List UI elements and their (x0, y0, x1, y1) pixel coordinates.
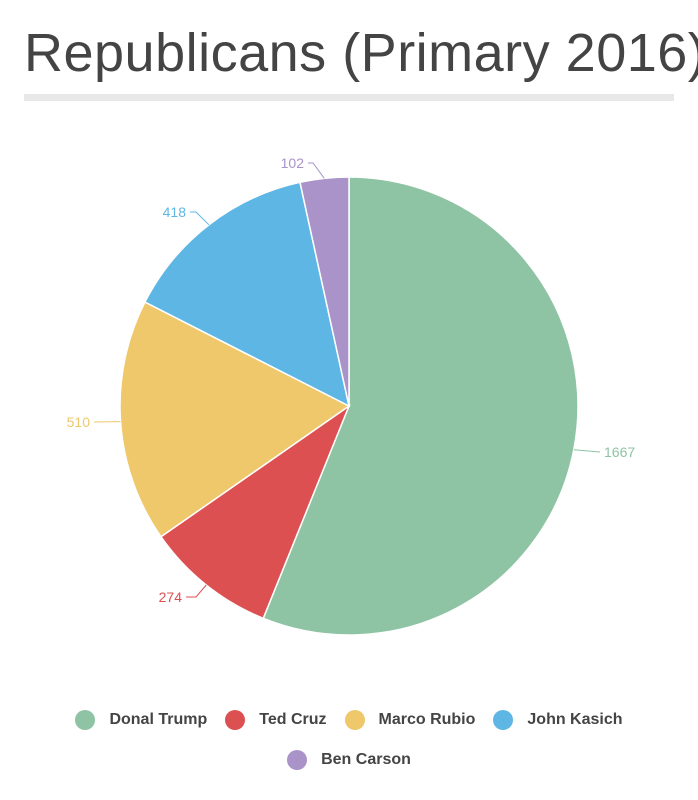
legend-swatch-ben-carson (287, 750, 308, 770)
legend-label: Marco Rubio (378, 711, 476, 728)
value-label-marco-rubio: 510 (67, 414, 91, 430)
leader-line-john-kasich (190, 211, 210, 226)
legend-item-ben-carson[interactable]: Ben Carson (287, 750, 411, 770)
pie-leader-lines (93, 162, 601, 598)
legend-item-donal-trump[interactable]: Donal Trump (75, 710, 207, 730)
legend-label: Ted Cruz (259, 711, 327, 728)
pie-value-labels: 1667 274 510 418 102 (67, 155, 636, 605)
value-label-john-kasich: 418 (163, 204, 187, 220)
legend-row-1: Donal Trump Ted Cruz Marco Rubio John Ka… (0, 700, 698, 740)
pie-slice-marco-rubio[interactable] (119, 301, 351, 538)
pie-slice-ben-carson[interactable] (299, 176, 350, 407)
legend-swatch-john-kasich (493, 710, 514, 730)
legend-label: Ben Carson (321, 751, 411, 768)
legend-row-2: Ben Carson (0, 740, 698, 780)
legend-swatch-ted-cruz (225, 710, 246, 730)
legend-item-ted-cruz[interactable]: Ted Cruz (225, 710, 327, 730)
leader-line-donal-trump (573, 449, 601, 453)
pie-chart: 1667 274 510 418 102 (67, 155, 636, 636)
pie-slice-donal-trump[interactable] (262, 176, 579, 636)
value-label-ted-cruz: 274 (159, 589, 183, 605)
leader-line-ted-cruz (186, 584, 207, 598)
legend-label: John Kasich (527, 711, 623, 728)
chart-legend: Donal Trump Ted Cruz Marco Rubio John Ka… (0, 700, 698, 780)
pie-slice-john-kasich[interactable] (143, 181, 351, 408)
legend-label: Donal Trump (109, 711, 208, 728)
chart-title: Republicans (Primary 2016) (24, 23, 698, 83)
pie-slice-ted-cruz[interactable] (159, 403, 351, 620)
pie-slices (119, 176, 579, 636)
legend-swatch-donal-trump (75, 710, 96, 730)
title-divider (24, 94, 674, 101)
value-label-ben-carson: 102 (281, 155, 305, 171)
leader-line-ben-carson (308, 162, 325, 179)
legend-item-john-kasich[interactable]: John Kasich (493, 710, 623, 730)
value-label-donal-trump: 1667 (604, 444, 635, 460)
legend-swatch-marco-rubio (344, 710, 365, 730)
legend-item-marco-rubio[interactable]: Marco Rubio (344, 710, 476, 730)
